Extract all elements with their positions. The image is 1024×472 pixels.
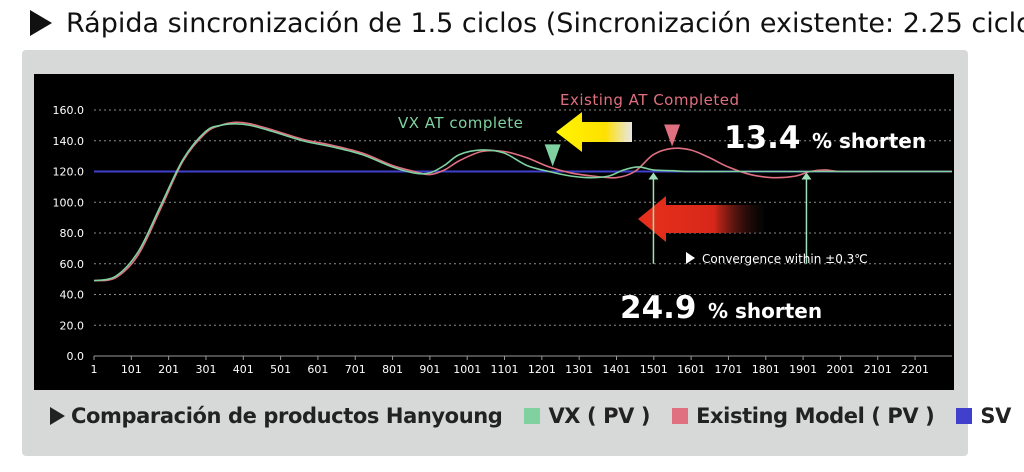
x-tick-label: 701 [345,363,366,376]
y-tick-label: 100.0 [53,196,85,209]
x-tick-label: 401 [233,363,254,376]
y-tick-label: 80.0 [60,227,85,240]
x-tick-label: 501 [270,363,291,376]
x-tick-label: 2201 [901,363,929,376]
x-tick-label: 901 [419,363,440,376]
legend-swatch-existing [672,408,689,424]
y-tick-label: 0.0 [67,350,85,363]
y-tick-label: 140.0 [53,135,85,148]
small-play-icon [686,252,695,264]
page-title: Rápida sincronización de 1.5 ciclos (Sin… [30,2,1024,44]
play-arrow-icon [30,10,52,36]
play-arrow-icon [50,407,65,425]
legend-swatch-vx [524,408,541,424]
line-chart: 0.0 20.0 40.0 60.0 80.0 100.0 120.0 140.0 160.0 1… [34,74,954,390]
legend-label-existing: Existing Model ( PV ) [696,404,935,428]
series-line-vx [93,123,952,282]
y-tick-label: 160.0 [53,104,85,117]
x-tick-label: 1501 [640,363,668,376]
legend: Comparación de productos Hanyoung VX ( P… [50,396,1011,436]
y-tick-label: 120.0 [53,166,85,179]
legend-label-vx: VX ( PV ) [548,404,651,428]
shorten1-value: 13.4 [724,120,801,156]
vx-complete-marker [544,144,561,167]
x-tick-label: 2101 [864,363,892,376]
shorten2-value: 24.9 [620,290,697,326]
convergence-label: Convergence within ±0.3℃ [702,252,868,266]
convergence-arrowhead [648,172,659,180]
y-tick-label: 60.0 [60,258,85,271]
x-tick-label: 1001 [453,363,481,376]
shorten2-unit: % shorten [708,299,822,323]
x-tick-label: 1201 [528,363,556,376]
plot-background [34,74,954,390]
vx-complete-label: VX AT complete [398,114,523,132]
shorten1-unit: % shorten [812,129,926,153]
convergence-arrowhead [801,172,812,180]
x-tick-label: 601 [307,363,328,376]
x-tick-label: 801 [382,363,403,376]
series-line-existing [93,121,952,282]
y-tick-label: 40.0 [60,289,85,302]
x-tick-label: 1601 [677,363,705,376]
x-tick-label: 1301 [565,363,593,376]
title-text: Rápida sincronización de 1.5 ciclos (Sin… [66,7,1024,39]
legend-swatch-sv [956,408,973,424]
x-tick-label: 1701 [714,363,742,376]
x-tick-label: 2001 [826,363,854,376]
x-tick-label: 201 [158,363,179,376]
yellow-arrow-icon [556,112,632,152]
x-tick-label: 1101 [491,363,519,376]
x-tick-label: 301 [195,363,216,376]
existing-complete-marker [664,124,681,147]
x-tick-label: 101 [121,363,142,376]
x-tick-label: 1801 [752,363,780,376]
legend-label-sv: SV [980,404,1011,428]
x-tick-label: 1 [91,363,98,376]
y-tick-label: 20.0 [60,319,85,332]
red-arrow-icon [638,196,764,242]
chart-panel: 0.0 20.0 40.0 60.0 80.0 100.0 120.0 140.0 160.0 1… [22,50,1011,456]
x-tick-label: 1401 [602,363,630,376]
x-tick-label: 1901 [789,363,817,376]
legend-title: Comparación de productos Hanyoung [71,404,503,428]
existing-complete-label: Existing AT Completed [560,91,740,109]
